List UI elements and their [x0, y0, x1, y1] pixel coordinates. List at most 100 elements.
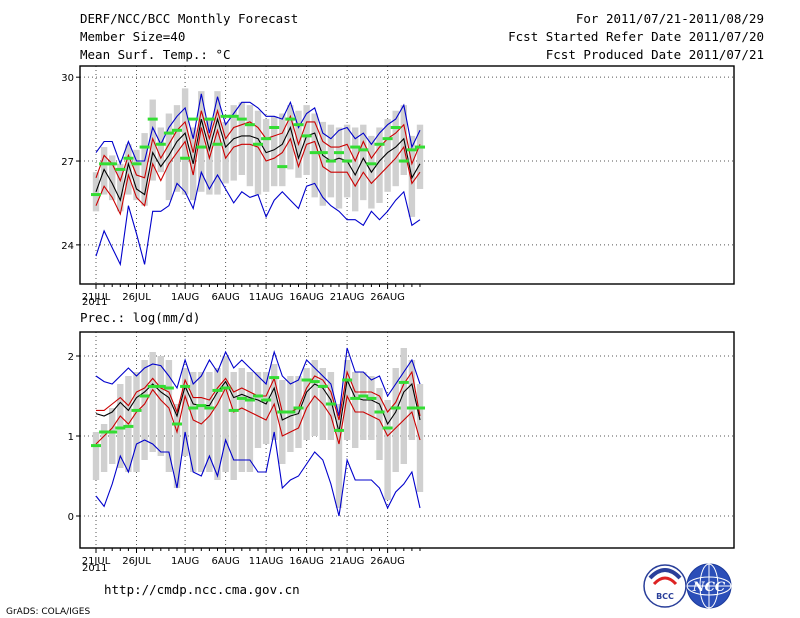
- temp-xtick-label: 11AUG: [249, 292, 284, 303]
- temp-xtick-label: 6AUG: [211, 292, 239, 303]
- precip-xtick-label: 26AUG: [370, 556, 405, 567]
- precip-range-bar: [352, 372, 359, 448]
- precip-range-bar: [287, 376, 294, 452]
- temp-ytick-label: 24: [61, 241, 74, 252]
- temp-range-bar: [165, 113, 173, 201]
- precip-range-bar: [117, 384, 124, 468]
- temp-range-bar: [376, 127, 383, 203]
- precip-range-bar: [181, 368, 189, 456]
- precip-frame: [79, 331, 735, 549]
- precip-range-bar: [165, 360, 173, 472]
- precip-range-bar: [173, 404, 181, 488]
- temp-ytick-label: 27: [61, 157, 74, 168]
- precip-ytick-label: 0: [68, 512, 74, 523]
- precip-xtick-label: 21JUL: [82, 556, 111, 567]
- temp-range-bar: [109, 155, 116, 201]
- temp-frame: [79, 65, 735, 285]
- temp-series-min: [95, 170, 421, 267]
- precip-xtick-label: 21AUG: [330, 556, 365, 567]
- precip-range-bar: [230, 372, 237, 480]
- temp-range-bar: [392, 110, 399, 187]
- started-date: Fcst Started Refer Date 2011/07/20: [508, 29, 764, 44]
- temp-series-upper: [95, 108, 421, 183]
- temp-xtick-label: 21JUL: [82, 292, 111, 303]
- bcc-logo-text: BCC: [656, 592, 674, 601]
- temp-range-bar: [287, 105, 294, 170]
- temp-range-bar: [125, 144, 132, 195]
- precip-xtick-label: 26JUL: [122, 556, 151, 567]
- precip-series-min: [95, 431, 421, 517]
- precip-range-bar: [214, 368, 221, 480]
- precip-ytick-label: 2: [68, 352, 74, 363]
- precip-range-bar: [238, 368, 245, 472]
- grads-credit: GrADS: COLA/IGES: [6, 607, 90, 617]
- precip-panel-title: Prec.: log(mm/d): [80, 310, 200, 325]
- precip-range-bar: [303, 368, 310, 440]
- precip-series-max: [95, 347, 421, 417]
- temp-xtick-label: 21AUG: [330, 292, 365, 303]
- produced-date: Fcst Produced Date 2011/07/21: [546, 47, 764, 62]
- temp-range-bar: [173, 105, 181, 192]
- temp-range-bar: [230, 105, 237, 181]
- precip-range-bar: [157, 356, 164, 456]
- temp-year-label: 2011: [82, 297, 107, 308]
- precip-range-bar: [335, 404, 343, 508]
- temp-xtick-label: 26JUL: [122, 292, 151, 303]
- precip-range-bar: [92, 432, 100, 480]
- temp-range-bar: [303, 105, 310, 175]
- precip-range-bar: [109, 408, 116, 464]
- precip-range-bar: [416, 384, 424, 492]
- precip-series-lower: [95, 386, 421, 445]
- precip-range-bar: [343, 360, 351, 440]
- temp-xtick-label: 26AUG: [370, 292, 405, 303]
- precip-xtick-label: 1AUG: [171, 556, 199, 567]
- temp-range-bar: [246, 105, 254, 187]
- temp-range-bar: [271, 116, 278, 187]
- precip-range-bar: [408, 360, 416, 440]
- precip-range-bar: [311, 360, 318, 436]
- precip-ytick-label: 1: [68, 432, 74, 443]
- precip-xtick-label: 16AUG: [289, 556, 324, 567]
- temp-range-bar: [238, 102, 245, 175]
- temp-series-lower: [95, 127, 421, 216]
- temp-range-bar: [279, 113, 286, 187]
- temperature-panel: 24 27 30 21JUL 26JUL 1AUG 6AUG 11AUG 16AUG 21AUG 2…: [61, 65, 735, 303]
- figure-title: DERF/NCC/BCC Monthly Forecast: [80, 11, 298, 26]
- forecast-period: For 2011/07/21-2011/08/29: [576, 11, 764, 26]
- precip-xtick-label: 6AUG: [211, 556, 239, 567]
- temp-range-bar: [262, 119, 270, 192]
- precip-range-bar: [400, 348, 407, 464]
- precip-xtick-label: 11AUG: [249, 556, 284, 567]
- temp-range-bar: [157, 127, 164, 173]
- precip-range-bar: [246, 372, 254, 472]
- precip-range-bar: [262, 372, 270, 444]
- temp-range-bar: [319, 121, 326, 206]
- variable-label: Mean Surf. Temp.: °C: [80, 47, 231, 62]
- precip-range-bar: [141, 360, 148, 460]
- temp-range-bar: [141, 133, 148, 206]
- temp-xtick-label: 16AUG: [289, 292, 324, 303]
- temp-range-bar: [335, 127, 343, 209]
- temp-range-bar: [198, 91, 205, 192]
- temp-range-bar: [384, 119, 391, 192]
- precip-range-bar: [360, 372, 367, 440]
- temp-series-mean: [95, 117, 421, 202]
- temp-range-bar: [222, 121, 229, 184]
- footer-url[interactable]: http://cmdp.ncc.cma.gov.cn: [104, 582, 300, 597]
- precip-range-bar: [133, 372, 140, 472]
- precip-range-bar: [222, 356, 229, 472]
- precip-range-bar: [100, 424, 108, 472]
- temp-range-bar: [311, 113, 318, 198]
- temp-range-bar: [352, 127, 359, 212]
- precipitation-panel: 0 1 2 21JUL 26JUL 1AUG 6AUG 11AUG 16AUG 21AUG 26AU…: [68, 331, 735, 567]
- precip-range-bar: [190, 372, 197, 472]
- precip-range-bar: [198, 372, 205, 472]
- temp-range-bar: [254, 110, 262, 195]
- temp-range-bar: [360, 124, 367, 201]
- precip-year-label: 2011: [82, 563, 107, 574]
- member-size: Member Size=40: [80, 29, 185, 44]
- temp-range-bar: [117, 163, 124, 212]
- precip-range-bar: [271, 364, 278, 440]
- ncc-logo-text: NCC: [692, 580, 726, 595]
